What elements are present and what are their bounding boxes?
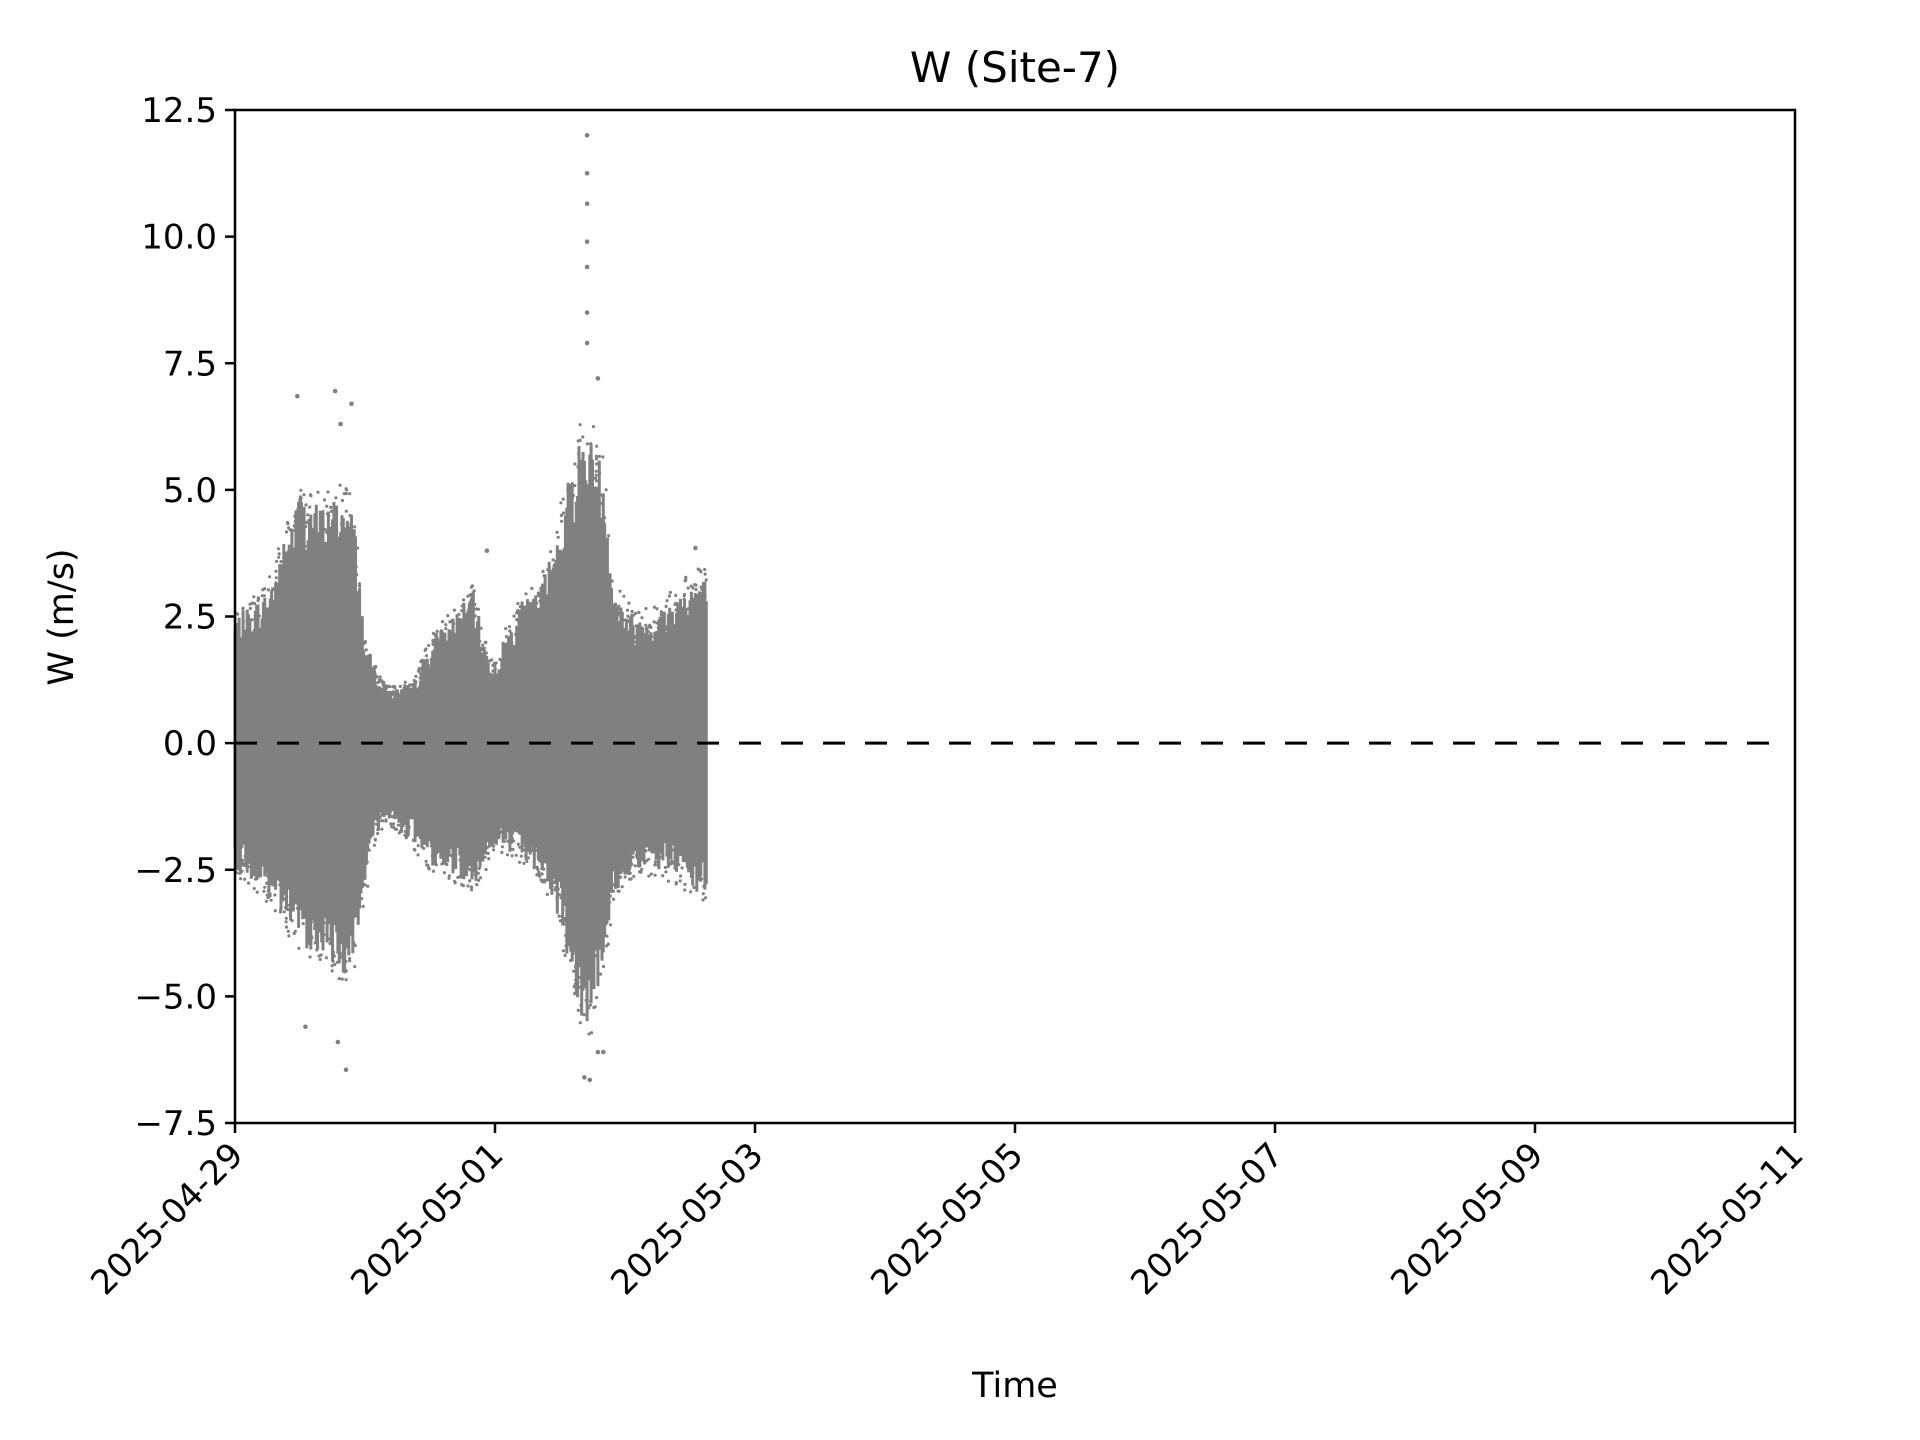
y-axis-label: W (m/s) (42, 548, 82, 685)
x-axis: 2025-04-29 2025-05-01 2025-05-03 2025-05-05… (83, 1123, 1811, 1303)
y-tick-label: 12.5 (141, 91, 217, 131)
scatter-point (584, 340, 590, 346)
scatter-point (582, 1075, 587, 1080)
scatter-point (693, 545, 698, 551)
scatter-point (303, 1024, 308, 1030)
x-tick-label: 2025-05-07 (1123, 1135, 1291, 1303)
x-tick-label: 2025-05-09 (1383, 1135, 1551, 1303)
x-tick-label: 2025-05-01 (343, 1135, 511, 1303)
scatter-point (584, 264, 590, 270)
scatter-point (584, 133, 590, 138)
scatter-point (587, 1077, 593, 1083)
scatter-point (332, 388, 338, 394)
scatter-point (295, 393, 300, 399)
x-tick-label: 2025-05-03 (603, 1135, 771, 1303)
scatter-point (343, 1067, 349, 1073)
y-tick-label: 5.0 (163, 471, 217, 511)
scatter-point (584, 239, 590, 244)
scatter-point (484, 548, 490, 553)
scatter-point (584, 201, 590, 206)
scatter-point (601, 1049, 606, 1055)
scatter-point (584, 171, 590, 176)
scatter-point (349, 401, 354, 407)
chart-title: W (Site-7) (910, 43, 1120, 92)
plot-area (233, 108, 1797, 1125)
scatter-point (595, 376, 601, 381)
y-tick-label: −5.0 (134, 977, 217, 1017)
x-tick-label: 2025-05-11 (1643, 1135, 1811, 1303)
plot-background (235, 110, 1795, 1123)
scatter-point (338, 421, 343, 427)
y-tick-label: 0.0 (163, 724, 217, 764)
y-tick-label: 10.0 (141, 218, 217, 258)
scatter-point (335, 1039, 341, 1045)
y-tick-label: −2.5 (134, 851, 217, 891)
x-axis-label: Time (971, 1366, 1058, 1406)
y-axis: −7.5 −5.0 −2.5 0.0 2.5 5.0 7.5 10.0 12.5 (134, 91, 235, 1144)
y-tick-label: −7.5 (134, 1104, 217, 1144)
y-tick-label: 2.5 (163, 598, 217, 638)
scatter-point (584, 310, 590, 315)
x-tick-label: 2025-05-05 (863, 1135, 1031, 1303)
y-tick-label: 7.5 (163, 344, 217, 384)
x-tick-label: 2025-04-29 (83, 1135, 251, 1303)
scatter-point (595, 1049, 601, 1055)
